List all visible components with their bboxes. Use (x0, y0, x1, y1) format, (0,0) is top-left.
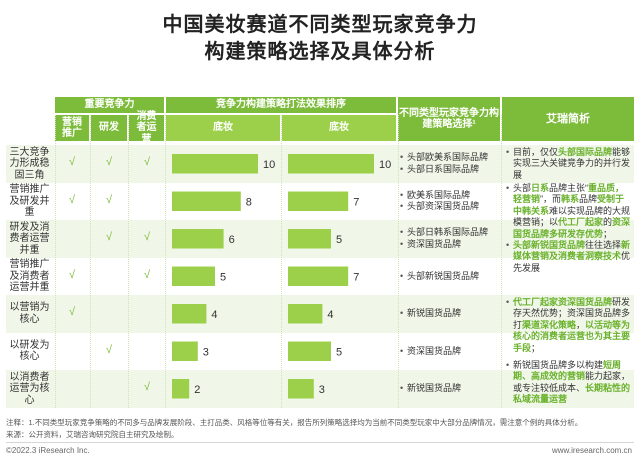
row-label: 以营销为核心 (9, 302, 50, 325)
column-divider (398, 115, 399, 408)
analysis-highlight: 韩系 (561, 194, 580, 205)
check-rd-icon: √ (105, 231, 113, 243)
player-types: 头部欧美系国际品牌头部日系国际品牌 (400, 152, 498, 175)
analysis-highlight: 头部国际品牌 (558, 147, 613, 157)
analysis-text: 研发存天然优势；资深国货品牌多打 (513, 297, 631, 330)
analysis-text: 难以实现品牌的大规模营销；以 (513, 205, 631, 228)
player-types: 头部新锐国货品牌 (400, 271, 498, 283)
analysis-highlight: 短周期、高成效的营销 (513, 360, 622, 382)
copyright: ©2022.3 iResearch Inc. (6, 446, 90, 455)
analysis-text: 的 (603, 217, 613, 228)
analysis-highlight: 资深国货品牌多研发存优势 (513, 217, 631, 239)
analysis-highlight: 渠道深化策略 (522, 319, 577, 330)
analysis-text: 新锐国货品牌多以构建 (513, 360, 604, 370)
check-rd-icon: √ (105, 343, 113, 356)
source-note: 来源：公开资料，艾瑞咨询研究院自主研究及绘制。 (6, 430, 179, 439)
column-divider (165, 115, 166, 408)
check-marketing-icon: √ (68, 156, 76, 168)
row-label: 以消费者运营为核心 (9, 371, 50, 406)
header-base-makeup-2: 底妆 (282, 115, 396, 141)
row-label: 以研发为核心 (9, 339, 50, 363)
player-type-item: 欧美系国际品牌 (400, 190, 498, 202)
header-group-players: 不同类型玩家竞争力构建策略选择¹ (398, 97, 500, 141)
player-type-item: 头部新锐国货品牌 (400, 271, 498, 283)
analysis-block: 目前，仅仅头部国际品牌能够实现三大关键竞争力的并行发展 (506, 147, 633, 181)
player-type-item: 头部日韩系国际品牌 (400, 227, 498, 239)
analysis-text: ， (576, 319, 586, 330)
analysis-bullet: 新锐国货品牌多以构建短周期、高成效的营销能力起家，或专注较低成本、长期粘性的私域… (506, 360, 633, 406)
analysis-text: 能够实现三大关键竞争力的并行发展 (513, 147, 631, 180)
footnote: 注释：1.不同类型玩家竞争策略的不同多与品牌发展阶段、主打品类、风格等位等有关，… (6, 418, 583, 427)
check-marketing-icon: √ (68, 306, 76, 318)
analysis-text: ”，而 (540, 194, 562, 205)
check-marketing-icon: √ (68, 193, 76, 206)
analysis-bullet: 代工厂起家资深国货品牌研发存天然优势；资深国货品牌多打渠道深化策略，以活动等为核… (506, 297, 633, 354)
column-divider (281, 115, 282, 408)
check-rd-icon: √ (105, 156, 113, 168)
analysis-highlight: 以活动等为核心的消费者运营也为其主要手段 (513, 319, 631, 353)
player-type-item: 头部欧美系国际品牌 (400, 152, 498, 164)
analysis-highlight: 代工厂起家资深国货品牌 (513, 297, 613, 307)
player-type-item: 头部日系国际品牌 (400, 164, 498, 176)
header-group-analysis: 艾瑞简析 (502, 97, 634, 141)
analysis-block: 头部日系品牌主张“重品质，轻营销”，而韩系品牌受制于中韩关系难以实现品牌的大规模… (506, 183, 633, 240)
analysis-text: ； (531, 342, 541, 353)
player-types: 资深国货品牌 (400, 346, 498, 358)
header-marketing: 营销推广 (55, 115, 89, 141)
analysis-text: 往往选择 (585, 240, 622, 250)
check-consumer-icon: √ (143, 381, 151, 393)
header-base-makeup-1: 底妆 (166, 115, 280, 141)
analysis-highlight: 头部新锐国货品牌 (513, 240, 586, 250)
analysis-block: 代工厂起家资深国货品牌研发存天然优势；资深国货品牌多打渠道深化策略，以活动等为核… (506, 297, 633, 354)
player-types: 欧美系国际品牌头部资深国货品牌 (400, 190, 498, 213)
player-type-item: 资深国货品牌 (400, 346, 498, 358)
column-divider (128, 115, 129, 408)
check-rd-icon: √ (105, 193, 113, 206)
analysis-text: 头部 (513, 183, 532, 193)
analysis-text: 优先发展 (513, 251, 631, 273)
header-group-competency: 重要竞争力 (55, 97, 164, 113)
header-consumer: 消费者运营 (129, 111, 164, 145)
analysis-text: ； (603, 228, 613, 239)
analysis-text: 品牌 (579, 194, 598, 205)
analysis-highlight: 代工厂起家 (558, 217, 604, 228)
player-types: 新锐国货品牌 (400, 383, 498, 395)
player-type-item: 头部资深国货品牌 (400, 201, 498, 213)
column-divider (90, 115, 91, 408)
header-rd: 研发 (91, 115, 127, 141)
player-types: 新锐国货品牌 (400, 308, 498, 320)
column-divider (501, 115, 502, 408)
analysis-bullet: 头部日系品牌主张“重品质，轻营销”，而韩系品牌受制于中韩关系难以实现品牌的大规模… (506, 183, 633, 240)
check-marketing-icon: √ (68, 268, 76, 281)
analysis-text: 品牌主张“ (549, 183, 589, 193)
column-divider (55, 115, 56, 408)
analysis-highlight: 新媒体营销及消费者洞察技术 (513, 240, 631, 262)
analysis-highlight: 重品质，轻营销 (513, 183, 625, 205)
row-label: 三大竞争力形成稳固三角 (9, 146, 50, 181)
analysis-text: 目前，仅仅 (513, 147, 559, 157)
analysis-bullet: 头部新锐国货品牌往往选择新媒体营销及消费者洞察技术优先发展 (506, 240, 633, 274)
analysis-text: 能力起家，或专注较低成本、 (513, 371, 631, 393)
page-title-line2: 构建策略选择及具体分析 (204, 41, 436, 63)
analysis-block: 新锐国货品牌多以构建短周期、高成效的营销能力起家，或专注较低成本、长期粘性的私域… (506, 360, 633, 406)
header-group-strategy: 竞争力构建策略打法效果排序 (166, 97, 396, 113)
row-label: 营销推广及研发并重 (9, 184, 50, 218)
analysis-highlight: 日系 (531, 183, 550, 193)
footer-divider (6, 442, 634, 443)
page-title-line1: 中国美妆赛道不同类型玩家竞争力 (162, 14, 478, 36)
player-types: 头部日韩系国际品牌资深国货品牌 (400, 227, 498, 250)
check-consumer-icon: √ (143, 268, 151, 281)
analysis-bullet: 目前，仅仅头部国际品牌能够实现三大关键竞争力的并行发展 (506, 147, 633, 181)
player-type-item: 新锐国货品牌 (400, 308, 498, 320)
website: www.iresearch.com.cn (551, 446, 632, 455)
player-type-item: 新锐国货品牌 (400, 383, 498, 395)
row-label: 研发及消费者运营并重 (9, 221, 50, 256)
analysis-block: 头部新锐国货品牌往往选择新媒体营销及消费者洞察技术优先发展 (506, 240, 633, 274)
check-consumer-icon: √ (143, 156, 151, 168)
analysis-highlight: 长期粘性的私域流量运营 (513, 382, 631, 405)
analysis-highlight: 受制于中韩关系 (513, 194, 625, 216)
player-type-item: 资深国货品牌 (400, 239, 498, 251)
row-label: 营销推广及消费者运营并重 (9, 259, 50, 293)
check-consumer-icon: √ (143, 231, 151, 243)
